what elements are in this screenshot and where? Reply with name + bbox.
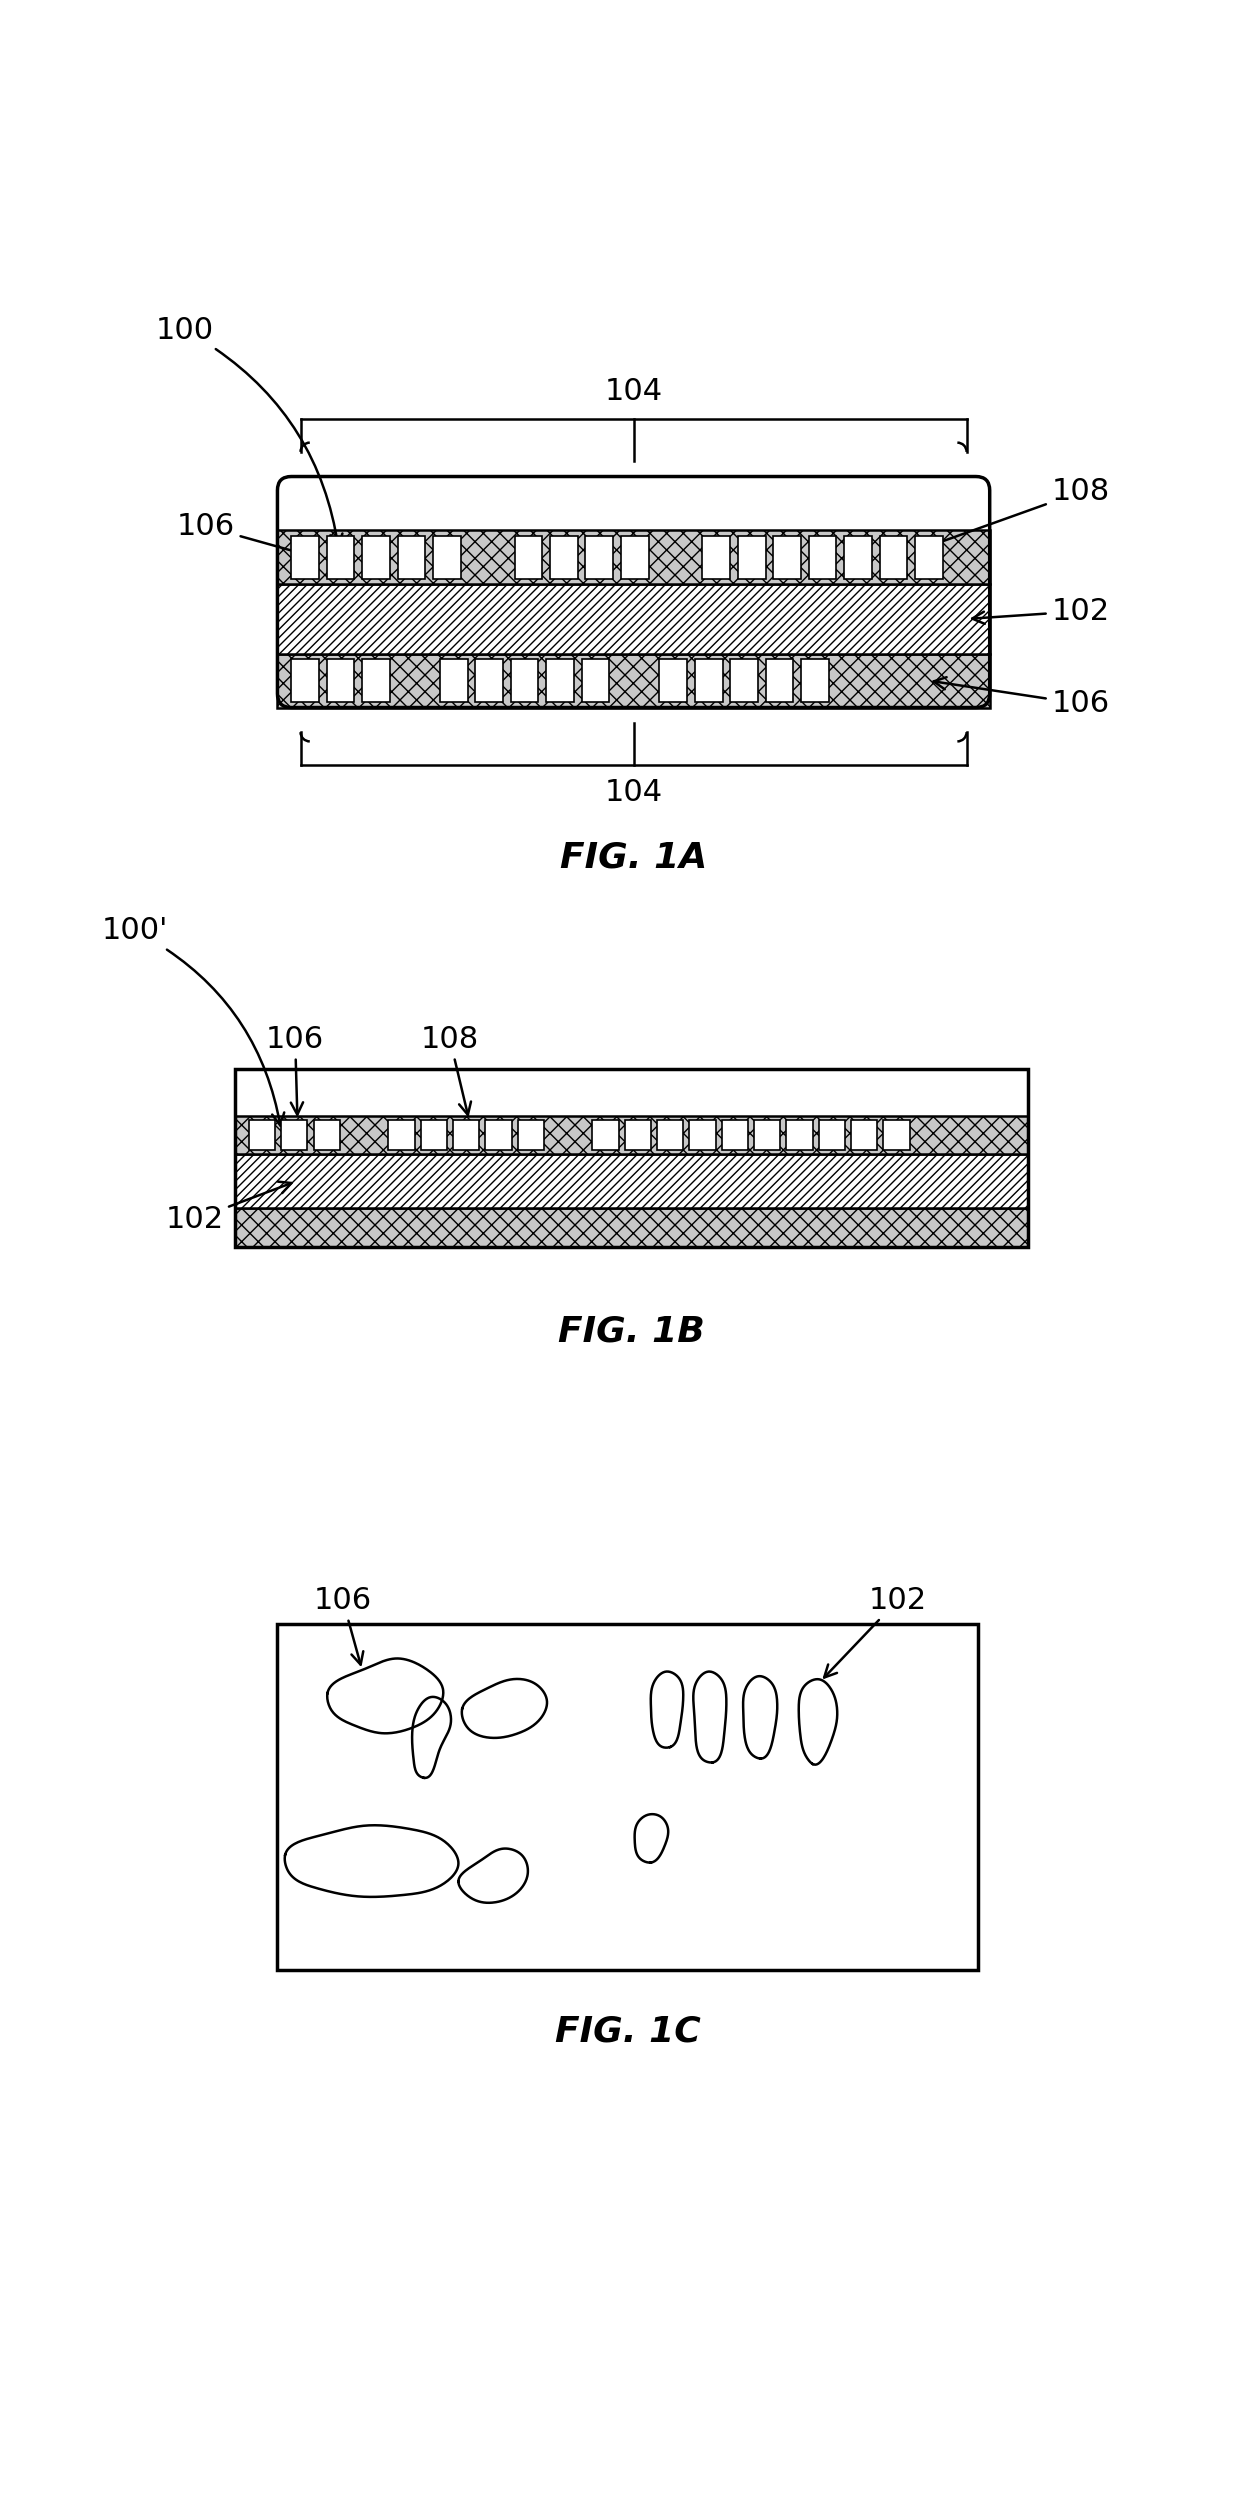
Bar bbox=[703, 537, 730, 579]
Bar bbox=[915, 537, 942, 579]
Bar bbox=[440, 660, 467, 702]
Text: 104: 104 bbox=[605, 376, 662, 406]
Bar bbox=[362, 537, 389, 579]
Text: 100: 100 bbox=[156, 316, 342, 547]
Bar bbox=[291, 537, 319, 579]
Bar bbox=[236, 1068, 1028, 1246]
Bar bbox=[801, 660, 828, 702]
Bar bbox=[278, 1623, 978, 1971]
Bar bbox=[786, 1121, 812, 1149]
Bar bbox=[281, 1121, 308, 1149]
Text: 106: 106 bbox=[314, 1585, 372, 1665]
Bar bbox=[694, 660, 723, 702]
Bar bbox=[660, 660, 687, 702]
Bar bbox=[485, 1121, 512, 1149]
Text: 108: 108 bbox=[420, 1026, 479, 1116]
Text: FIG. 1B: FIG. 1B bbox=[558, 1314, 706, 1349]
Bar bbox=[278, 584, 990, 655]
Bar bbox=[420, 1121, 446, 1149]
Text: 102: 102 bbox=[165, 1181, 291, 1234]
Bar bbox=[314, 1121, 340, 1149]
Bar bbox=[851, 1121, 877, 1149]
Bar bbox=[689, 1121, 715, 1149]
Bar bbox=[475, 660, 503, 702]
Bar bbox=[433, 537, 461, 579]
Bar bbox=[388, 1121, 414, 1149]
Text: 102: 102 bbox=[972, 597, 1110, 627]
Bar bbox=[621, 537, 649, 579]
Bar bbox=[722, 1121, 748, 1149]
Text: FIG. 1C: FIG. 1C bbox=[556, 2014, 701, 2049]
Text: 100': 100' bbox=[102, 915, 284, 1126]
Bar bbox=[808, 537, 837, 579]
Bar bbox=[326, 660, 355, 702]
Bar bbox=[326, 537, 355, 579]
Bar bbox=[738, 537, 765, 579]
Bar bbox=[883, 1121, 910, 1149]
Bar bbox=[585, 537, 613, 579]
Bar bbox=[278, 655, 990, 707]
Text: 108: 108 bbox=[918, 477, 1110, 552]
Bar bbox=[511, 660, 538, 702]
Bar bbox=[754, 1121, 780, 1149]
Bar bbox=[515, 537, 542, 579]
Bar bbox=[546, 660, 574, 702]
Bar bbox=[236, 1116, 1028, 1154]
Bar bbox=[625, 1121, 651, 1149]
Bar bbox=[551, 537, 578, 579]
Text: 106: 106 bbox=[267, 1026, 324, 1114]
Bar bbox=[249, 1121, 275, 1149]
Bar bbox=[657, 1121, 683, 1149]
Bar bbox=[582, 660, 609, 702]
Bar bbox=[362, 660, 389, 702]
Text: 104: 104 bbox=[605, 777, 662, 808]
Text: FIG. 1A: FIG. 1A bbox=[560, 840, 707, 875]
Bar bbox=[765, 660, 794, 702]
Bar bbox=[517, 1121, 544, 1149]
Text: 102: 102 bbox=[825, 1585, 926, 1678]
Text: 106: 106 bbox=[177, 512, 310, 559]
Bar bbox=[278, 529, 990, 584]
Bar bbox=[879, 537, 908, 579]
Bar bbox=[398, 537, 425, 579]
Bar bbox=[236, 1154, 1028, 1209]
Bar bbox=[291, 660, 319, 702]
Bar bbox=[818, 1121, 844, 1149]
Bar bbox=[730, 660, 758, 702]
Bar bbox=[593, 1121, 619, 1149]
Text: 106: 106 bbox=[934, 677, 1110, 717]
Bar bbox=[844, 537, 872, 579]
Bar bbox=[236, 1209, 1028, 1246]
Bar bbox=[453, 1121, 479, 1149]
Bar bbox=[774, 537, 801, 579]
